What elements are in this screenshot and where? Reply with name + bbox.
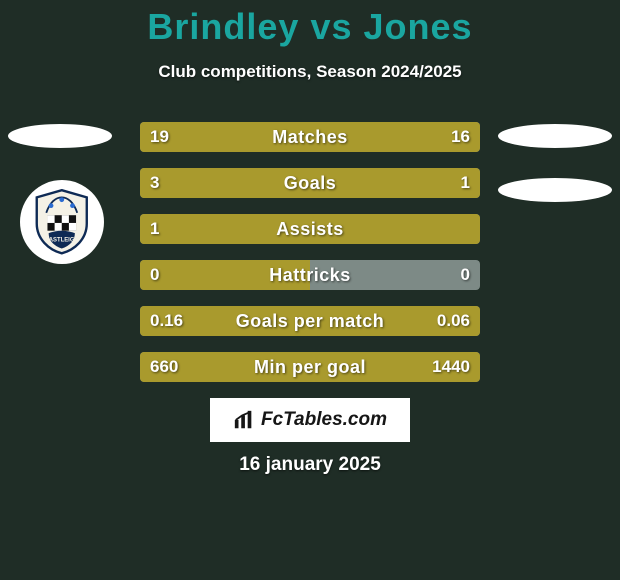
stat-value-left: 0 bbox=[150, 260, 159, 290]
stat-value-right: 16 bbox=[451, 122, 470, 152]
stat-row: Goals3 1 bbox=[140, 168, 480, 198]
player-right-ellipse-2 bbox=[498, 178, 612, 202]
player-left-crest: EASTLEIGH bbox=[20, 180, 104, 264]
stat-row: Goals per match0.16 0.06 bbox=[140, 306, 480, 336]
stat-label: Assists bbox=[140, 214, 480, 244]
subtitle: Club competitions, Season 2024/2025 bbox=[0, 62, 620, 82]
stat-row: Min per goal660 1440 bbox=[140, 352, 480, 382]
stat-label: Goals per match bbox=[140, 306, 480, 336]
svg-text:EASTLEIGH: EASTLEIGH bbox=[45, 238, 79, 244]
fctables-badge: FcTables.com bbox=[210, 398, 410, 442]
player-right-ellipse-1 bbox=[498, 124, 612, 148]
stat-value-right: 1440 bbox=[432, 352, 470, 382]
stat-row: Matches19 16 bbox=[140, 122, 480, 152]
stat-row: Hattricks0 0 bbox=[140, 260, 480, 290]
fctables-logo-icon bbox=[233, 409, 255, 431]
page-title: Brindley vs Jones bbox=[0, 6, 620, 48]
stat-label: Matches bbox=[140, 122, 480, 152]
fctables-badge-text: FcTables.com bbox=[261, 409, 387, 431]
snapshot-date: 16 january 2025 bbox=[0, 454, 620, 476]
stat-value-left: 1 bbox=[150, 214, 159, 244]
stat-value-right: 0 bbox=[461, 260, 470, 290]
stat-label: Hattricks bbox=[140, 260, 480, 290]
club-crest-icon: EASTLEIGH bbox=[29, 189, 95, 255]
stat-value-right: 0.06 bbox=[437, 306, 470, 336]
stat-row: Assists1 bbox=[140, 214, 480, 244]
comparison-bars: Matches1916Goals31Assists1Hattricks00Goa… bbox=[140, 122, 480, 382]
player-left-ellipse bbox=[8, 124, 112, 148]
stat-label: Min per goal bbox=[140, 352, 480, 382]
stat-label: Goals bbox=[140, 168, 480, 198]
stat-value-left: 0.16 bbox=[150, 306, 183, 336]
stat-value-left: 3 bbox=[150, 168, 159, 198]
stat-value-left: 660 bbox=[150, 352, 178, 382]
stat-value-right: 1 bbox=[461, 168, 470, 198]
stat-value-left: 19 bbox=[150, 122, 169, 152]
